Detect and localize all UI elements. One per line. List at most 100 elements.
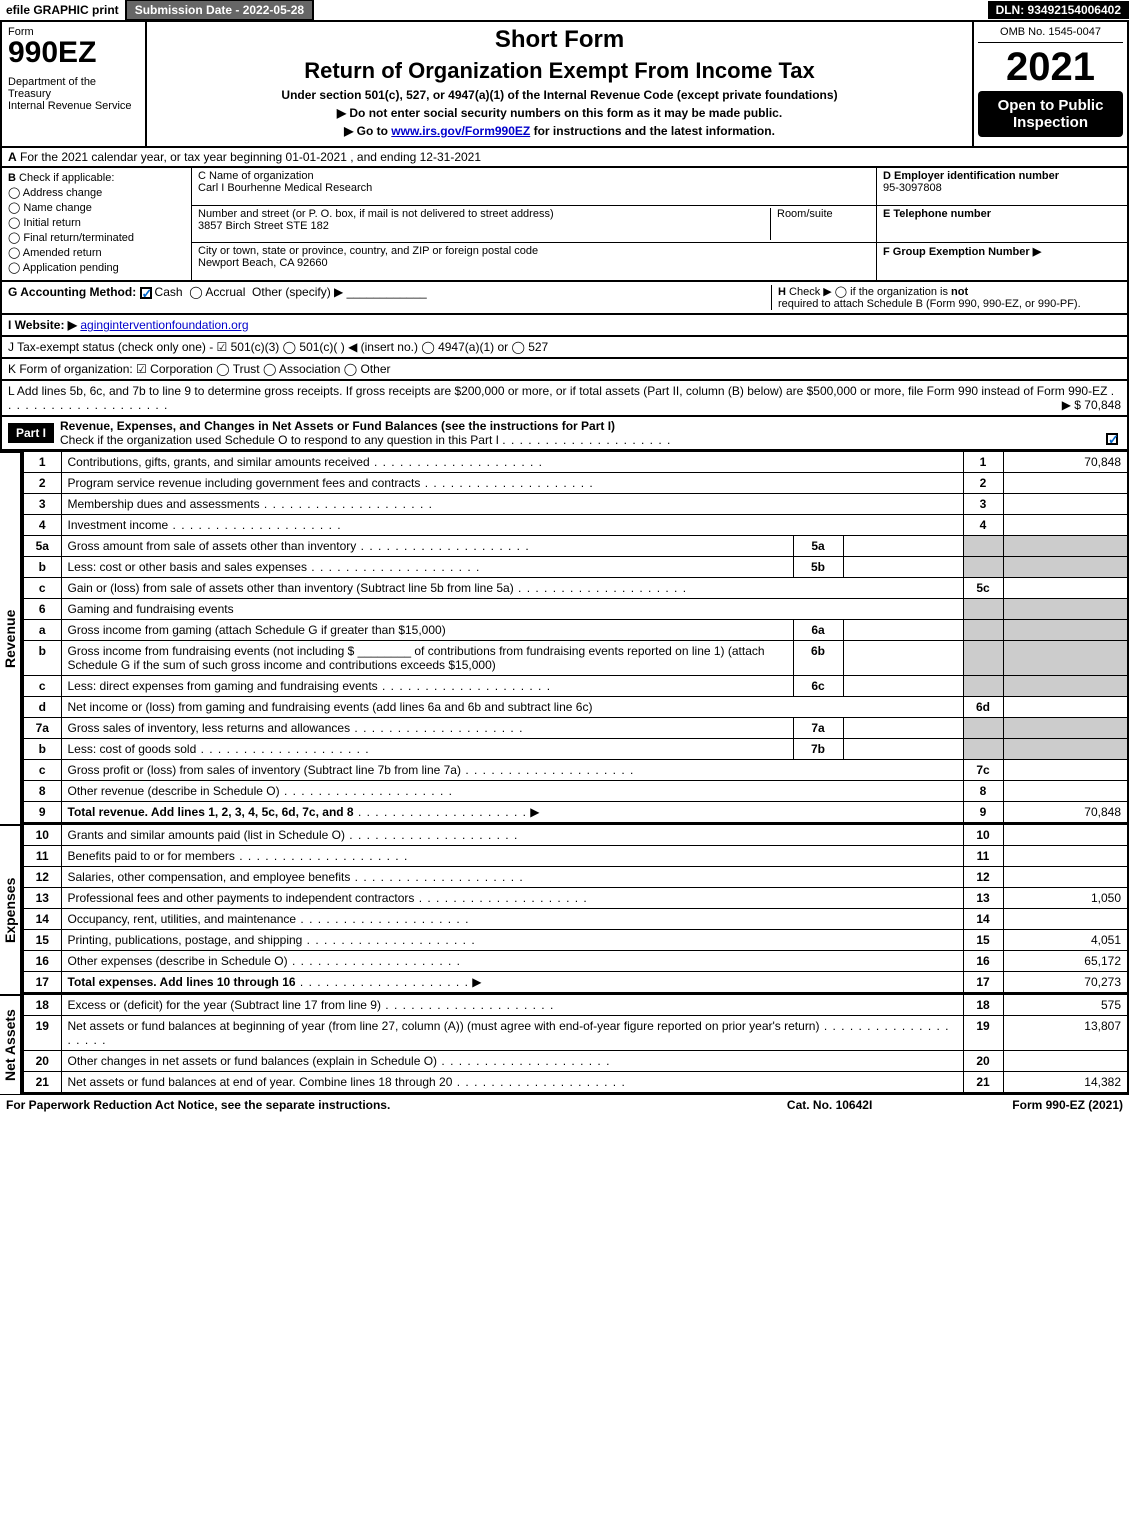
line-11: 11Benefits paid to or for members11	[23, 846, 1128, 867]
other-option[interactable]: Other (specify) ▶	[252, 285, 343, 299]
line-7b: bLess: cost of goods sold7b	[23, 739, 1128, 760]
check-cash[interactable]	[140, 287, 152, 299]
h-label: H	[778, 286, 786, 298]
row-i: I Website: ▶ aginginterventionfoundation…	[0, 315, 1129, 337]
check-address-change[interactable]: ◯ Address change	[8, 186, 185, 199]
phone-row: E Telephone number	[877, 206, 1127, 244]
footer: For Paperwork Reduction Act Notice, see …	[0, 1094, 1129, 1115]
subtitle-3: ▶ Go to www.irs.gov/Form990EZ for instru…	[155, 124, 964, 138]
h-text2: required to attach Schedule B (Form 990,…	[778, 298, 1081, 310]
city-value: Newport Beach, CA 92660	[198, 257, 870, 269]
submission-date: Submission Date - 2022-05-28	[125, 0, 314, 21]
row-h: H Check ▶ ◯ if the organization is not r…	[771, 285, 1121, 310]
line-1: 1Contributions, gifts, grants, and simil…	[23, 452, 1128, 473]
ein-value: 95-3097808	[883, 182, 1121, 194]
line-6d: dNet income or (loss) from gaming and fu…	[23, 697, 1128, 718]
row-g-h: G Accounting Method: Cash ◯ Accrual Othe…	[0, 282, 1129, 315]
ein-label: D Employer identification number	[883, 170, 1059, 182]
check-application-pending[interactable]: ◯ Application pending	[8, 261, 185, 274]
footer-mid: Cat. No. 10642I	[787, 1098, 872, 1112]
l-text: L Add lines 5b, 6c, and 7b to line 9 to …	[8, 384, 1107, 398]
dln-label: DLN: 93492154006402	[988, 1, 1129, 19]
line-10: 10Grants and similar amounts paid (list …	[23, 825, 1128, 846]
form-id-block: Form 990EZ Department of the Treasury In…	[2, 22, 147, 146]
box-c: C Name of organization Carl I Bourhenne …	[192, 168, 877, 280]
check-amended-return[interactable]: ◯ Amended return	[8, 246, 185, 259]
line-14: 14Occupancy, rent, utilities, and mainte…	[23, 909, 1128, 930]
revenue-table: 1Contributions, gifts, grants, and simil…	[22, 451, 1129, 824]
irs-link[interactable]: www.irs.gov/Form990EZ	[391, 124, 530, 138]
tax-year: 2021	[978, 47, 1123, 87]
revenue-section: Revenue 1Contributions, gifts, grants, a…	[0, 451, 1129, 824]
line-21: 21Net assets or fund balances at end of …	[23, 1072, 1128, 1094]
irs-label: Internal Revenue Service	[8, 100, 139, 112]
expenses-section: Expenses 10Grants and similar amounts pa…	[0, 824, 1129, 994]
street-value: 3857 Birch Street STE 182	[198, 220, 770, 232]
i-label: I Website: ▶	[8, 318, 77, 332]
h-not: not	[951, 286, 968, 298]
line-5b: bLess: cost or other basis and sales exp…	[23, 557, 1128, 578]
open-public-badge: Open to Public Inspection	[978, 91, 1123, 137]
line-15: 15Printing, publications, postage, and s…	[23, 930, 1128, 951]
street-label: Number and street (or P. O. box, if mail…	[198, 208, 770, 220]
website-link[interactable]: aginginterventionfoundation.org	[80, 318, 248, 332]
subtitle-1: Under section 501(c), 527, or 4947(a)(1)…	[155, 88, 964, 102]
title-block: Short Form Return of Organization Exempt…	[147, 22, 972, 146]
line-6a: aGross income from gaming (attach Schedu…	[23, 620, 1128, 641]
row-j: J Tax-exempt status (check only one) - ☑…	[0, 337, 1129, 359]
footer-left: For Paperwork Reduction Act Notice, see …	[6, 1098, 787, 1112]
revenue-side-label: Revenue	[0, 451, 22, 824]
part-i-dots	[502, 433, 671, 447]
org-name: Carl I Bourhenne Medical Research	[198, 182, 870, 194]
box-b: B Check if applicable: ◯ Address change …	[2, 168, 192, 280]
subtitle-2: ▶ Do not enter social security numbers o…	[155, 106, 964, 120]
net-assets-side-label: Net Assets	[0, 994, 22, 1094]
j-text: J Tax-exempt status (check only one) - ☑…	[8, 340, 1121, 354]
row-k: K Form of organization: ☑ Corporation ◯ …	[0, 359, 1129, 381]
line-17: 17Total expenses. Add lines 10 through 1…	[23, 972, 1128, 994]
row-a-text: For the 2021 calendar year, or tax year …	[20, 150, 481, 164]
ein-row: D Employer identification number 95-3097…	[877, 168, 1127, 206]
line-13: 13Professional fees and other payments t…	[23, 888, 1128, 909]
right-header-block: OMB No. 1545-0047 2021 Open to Public In…	[972, 22, 1127, 146]
expenses-table: 10Grants and similar amounts paid (list …	[22, 824, 1129, 994]
street-row: Number and street (or P. O. box, if mail…	[192, 206, 876, 244]
line-2: 2Program service revenue including gover…	[23, 473, 1128, 494]
line-4: 4Investment income4	[23, 515, 1128, 536]
org-name-row: C Name of organization Carl I Bourhenne …	[192, 168, 876, 206]
check-final-return[interactable]: ◯ Final return/terminated	[8, 231, 185, 244]
line-6b: bGross income from fundraising events (n…	[23, 641, 1128, 676]
city-row: City or town, state or province, country…	[192, 243, 876, 280]
g-label: G Accounting Method:	[8, 285, 136, 299]
part-i-header: Part I Revenue, Expenses, and Changes in…	[0, 417, 1129, 451]
city-label: City or town, state or province, country…	[198, 245, 870, 257]
phone-label: E Telephone number	[883, 208, 991, 220]
omb-number: OMB No. 1545-0047	[978, 26, 1123, 43]
l-amount: ▶ $ 70,848	[1062, 398, 1121, 412]
footer-right: Form 990-EZ (2021)	[1012, 1098, 1123, 1112]
schedule-o-checkbox[interactable]	[1106, 433, 1118, 445]
check-initial-return[interactable]: ◯ Initial return	[8, 216, 185, 229]
group-row: F Group Exemption Number ▶	[877, 243, 1127, 280]
row-a: A For the 2021 calendar year, or tax yea…	[0, 148, 1129, 168]
dept-label: Department of the Treasury	[8, 76, 139, 100]
net-assets-section: Net Assets 18Excess or (deficit) for the…	[0, 994, 1129, 1094]
accrual-option[interactable]: Accrual	[205, 285, 245, 299]
expenses-side-label: Expenses	[0, 824, 22, 994]
line-19: 19Net assets or fund balances at beginni…	[23, 1016, 1128, 1051]
row-l: L Add lines 5b, 6c, and 7b to line 9 to …	[0, 381, 1129, 417]
check-name-change[interactable]: ◯ Name change	[8, 201, 185, 214]
line-6c: cLess: direct expenses from gaming and f…	[23, 676, 1128, 697]
line-5a: 5aGross amount from sale of assets other…	[23, 536, 1128, 557]
line-7a: 7aGross sales of inventory, less returns…	[23, 718, 1128, 739]
row-g: G Accounting Method: Cash ◯ Accrual Othe…	[8, 285, 771, 310]
line-16: 16Other expenses (describe in Schedule O…	[23, 951, 1128, 972]
line-20: 20Other changes in net assets or fund ba…	[23, 1051, 1128, 1072]
info-table: B Check if applicable: ◯ Address change …	[0, 168, 1129, 282]
short-form-title: Short Form	[155, 26, 964, 54]
efile-label: efile GRAPHIC print	[0, 3, 125, 17]
box-b-title: Check if applicable:	[19, 172, 114, 184]
box-b-label: B	[8, 172, 16, 184]
part-i-label: Part I	[8, 423, 54, 443]
k-text: K Form of organization: ☑ Corporation ◯ …	[8, 362, 1121, 376]
